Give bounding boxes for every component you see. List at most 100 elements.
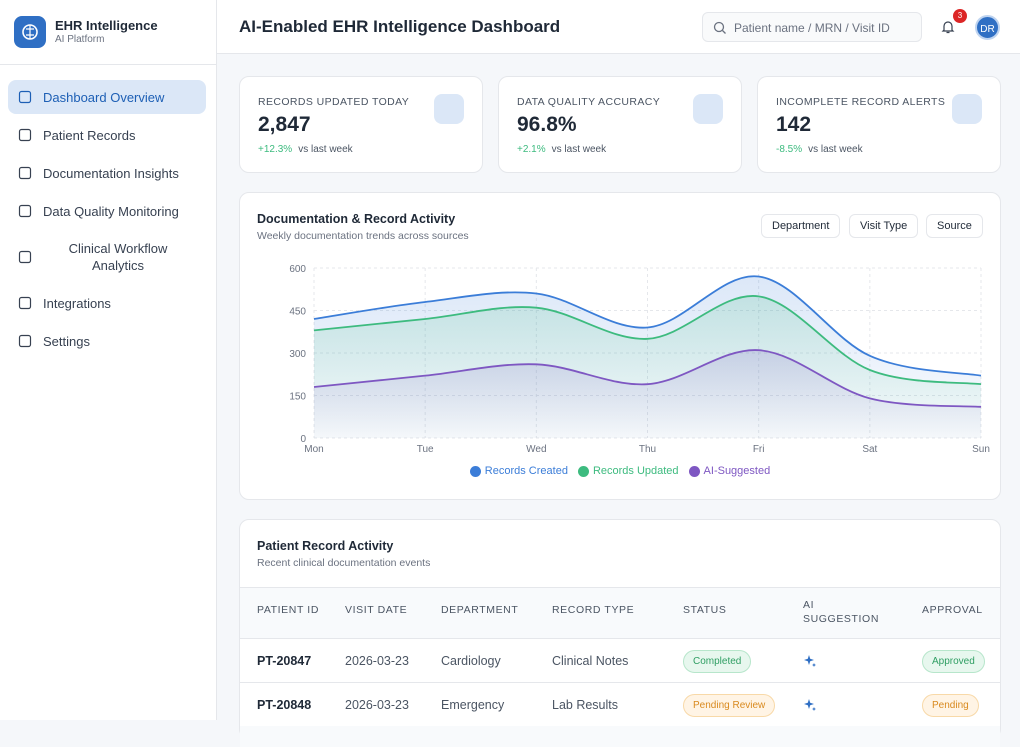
cell-department: Emergency — [441, 698, 505, 712]
series-line — [313, 349, 982, 408]
legend-swatch — [577, 465, 589, 477]
nav-icon — [18, 128, 32, 142]
column-header: STATUS — [683, 604, 727, 616]
cell-visit-date: 2026-03-23 — [345, 654, 409, 668]
column-header: AI SUGGESTION — [803, 599, 880, 625]
x-tick-label: Wed — [526, 444, 546, 455]
nav-label: Data Quality Monitoring — [43, 203, 179, 219]
header: AI-Enabled EHR Intelligence Dashboard Pa… — [217, 0, 1020, 54]
kpi-period: vs last week — [298, 144, 353, 155]
kpi-change-row: +12.3% vs last week — [258, 144, 353, 155]
filter-button[interactable]: Source — [926, 214, 983, 238]
series-line — [313, 275, 982, 377]
column-header: VISIT DATE — [345, 604, 408, 616]
approval-pill: Approved — [922, 650, 985, 673]
legend-swatch — [688, 465, 700, 477]
nav-icon — [18, 250, 32, 264]
table-subtitle: Recent clinical documentation events — [257, 557, 431, 569]
y-tick-label: 0 — [300, 434, 306, 445]
nav-icon — [18, 204, 32, 218]
column-header: DEPARTMENT — [441, 604, 519, 616]
kpi-label: RECORDS UPDATED TODAY — [258, 96, 410, 108]
brand-subtitle: AI Platform — [55, 34, 105, 45]
kpi-change: -8.5% — [776, 144, 803, 155]
series-line — [313, 295, 982, 386]
avatar[interactable]: DR — [975, 15, 1000, 40]
chart-subtitle: Weekly documentation trends across sourc… — [257, 230, 469, 242]
brand-logo — [14, 16, 46, 48]
kpi-value: 142 — [776, 113, 812, 136]
chart-card: Documentation & Record Activity Weekly d… — [239, 192, 1001, 500]
y-tick-label: 600 — [289, 264, 306, 275]
kpi-change: +12.3% — [258, 144, 293, 155]
search-input[interactable]: Patient name / MRN / Visit ID — [702, 12, 922, 42]
chart: 0 150 300 450 600 Mon Tue Wed Thu Fri Sat Sun — [289, 264, 990, 455]
kpi-value: 96.8% — [517, 113, 577, 136]
nav-icon — [18, 166, 32, 180]
x-tick-label: Fri — [753, 444, 765, 455]
table-card: Patient Record Activity Recent clinical … — [239, 519, 1001, 747]
cell-patient-id: PT-20848 — [257, 698, 312, 712]
ai-suggestion-icon[interactable] — [803, 698, 817, 712]
brand: EHR Intelligence — [55, 18, 158, 33]
y-tick-label: 450 — [289, 307, 306, 318]
kpi-value: 2,847 — [258, 113, 311, 136]
x-tick-label: Tue — [417, 444, 434, 455]
table-row: PT-20848 2026-03-23 Emergency Lab Results Pe… — [240, 682, 1000, 726]
cell-record-type: Lab Results — [552, 698, 619, 712]
sidebar: EHR Intelligence AI Platform Dashboard O… — [0, 0, 217, 720]
legend-label: Records Created — [484, 465, 568, 477]
y-tick-label: 300 — [289, 349, 306, 360]
x-tick-label: Thu — [639, 444, 656, 455]
kpi-card: INCOMPLETE RECORD ALERTS 142 -8.5% vs last … — [757, 76, 1001, 173]
notification-badge: 3 — [953, 9, 967, 23]
cell-record-type: Clinical Notes — [552, 654, 629, 668]
nav-item[interactable]: Settings — [8, 324, 206, 358]
filter-button[interactable]: Visit Type — [849, 214, 919, 238]
cell-patient-id: PT-20847 — [257, 654, 312, 668]
nav-item[interactable]: Documentation Insights — [8, 156, 206, 190]
kpi-icon — [693, 94, 723, 124]
table-row: PT-20847 2026-03-23 Cardiology Clinical Not… — [240, 638, 1000, 682]
nav-item[interactable]: Patient Records — [8, 118, 206, 152]
kpi-period: vs last week — [551, 144, 607, 155]
nav-label: Integrations — [43, 295, 111, 311]
nav-item[interactable]: Clinical Workflow Analytics — [8, 232, 206, 282]
kpi-change: +2.1% — [517, 144, 546, 155]
nav-item[interactable]: Integrations — [8, 286, 206, 320]
kpi-icon — [434, 94, 464, 124]
status-pill: Completed — [683, 650, 752, 673]
nav-icon — [18, 90, 32, 104]
kpi-card: DATA QUALITY ACCURACY 96.8% +2.1% vs last w… — [498, 76, 742, 173]
legend-item: Records Created — [469, 465, 568, 477]
bell-icon[interactable] — [941, 20, 955, 34]
table-title: Patient Record Activity — [257, 539, 394, 553]
filter-button[interactable]: Department — [761, 214, 841, 238]
x-tick-label: Sun — [972, 444, 990, 455]
nav-label: Clinical Workflow Analytics — [68, 241, 168, 273]
nav-item[interactable]: Data Quality Monitoring — [8, 194, 206, 228]
legend-item: AI-Suggested — [688, 465, 771, 477]
nav-label: Settings — [43, 333, 90, 349]
search-placeholder: Patient name / MRN / Visit ID — [734, 21, 890, 35]
cell-visit-date: 2026-03-23 — [345, 698, 409, 712]
nav-item[interactable]: Dashboard Overview — [8, 80, 206, 114]
nav-label: Documentation Insights — [43, 165, 179, 181]
kpi-card: RECORDS UPDATED TODAY 2,847 +12.3% vs last … — [239, 76, 483, 173]
kpi-period: vs last week — [808, 144, 863, 155]
column-header: RECORD TYPE — [552, 604, 635, 616]
legend-item: Records Updated — [577, 465, 679, 477]
chart-title: Documentation & Record Activity — [257, 212, 456, 226]
legend-label: AI-Suggested — [703, 465, 771, 477]
nav-label: Patient Records — [43, 127, 136, 143]
kpi-change-row: +2.1% vs last week — [517, 144, 606, 155]
legend-swatch — [469, 465, 481, 477]
kpi-icon — [952, 94, 982, 124]
column-header: PATIENT ID — [257, 604, 320, 616]
cell-department: Cardiology — [441, 654, 501, 668]
nav-icon — [18, 296, 32, 310]
x-tick-label: Sat — [862, 444, 877, 455]
status-pill: Pending Review — [683, 694, 776, 717]
ai-suggestion-icon[interactable] — [803, 654, 817, 668]
